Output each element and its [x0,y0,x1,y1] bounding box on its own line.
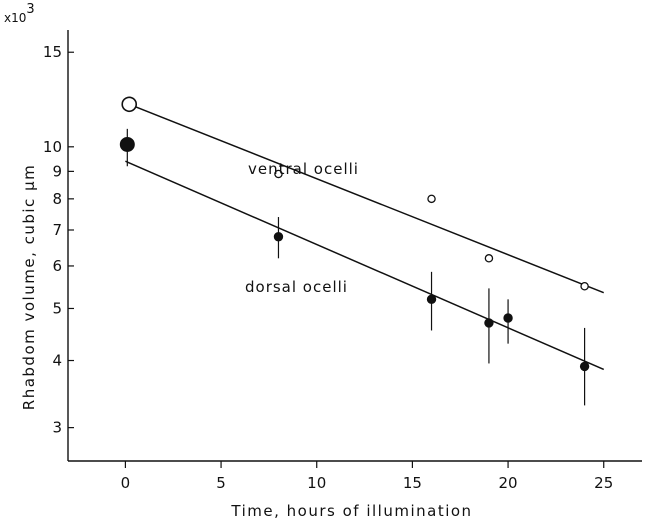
x-axis: 0 5 10 15 20 25 [68,460,642,492]
fit-lines [125,103,605,371]
x-tick-label: 10 [307,474,326,492]
dorsal-point [119,136,135,152]
x-tick-label: 20 [499,474,518,492]
ventral-point [580,281,589,291]
y-tick-label: 7 [52,221,62,239]
ventral-point [484,254,494,263]
y-tick-label: 3 [52,419,62,437]
ventral-point [427,194,436,204]
dorsal-point [579,361,590,372]
dorsal-point [426,294,437,305]
y-tick-label: 5 [52,299,62,317]
y-tick-label: 15 [43,43,62,61]
dorsal-point [503,313,513,323]
y-axis: 3 4 5 6 7 8 9 10 15 [43,30,74,461]
x-axis-title: Time, hours of illumination [230,502,472,520]
data-points [119,96,590,372]
y-tick-label: 8 [52,190,62,208]
y-tick-label: 6 [52,257,62,275]
series-label-dorsal: dorsal ocelli [245,278,348,296]
x-tick-label: 15 [403,474,422,492]
y-axis-title: Rhabdom volume, cubic µm [20,164,38,410]
fit-line-ventral [128,103,605,294]
dorsal-point [484,318,494,328]
fit-line-dorsal [125,160,605,371]
x-tick-label: 0 [121,474,131,492]
y-tick-label: 9 [52,162,62,180]
y-tick-label: 4 [52,352,62,370]
y-multiplier: x103 [4,2,35,25]
ventral-point [121,96,138,113]
y-multiplier-exponent: 3 [26,2,34,17]
dorsal-point [273,232,284,242]
y-tick-label: 10 [43,138,62,156]
x-tick-label: 5 [216,474,226,492]
series-label-ventral: ventral ocelli [248,160,359,178]
x-tick-label: 25 [594,474,613,492]
ventral-point [274,169,283,179]
